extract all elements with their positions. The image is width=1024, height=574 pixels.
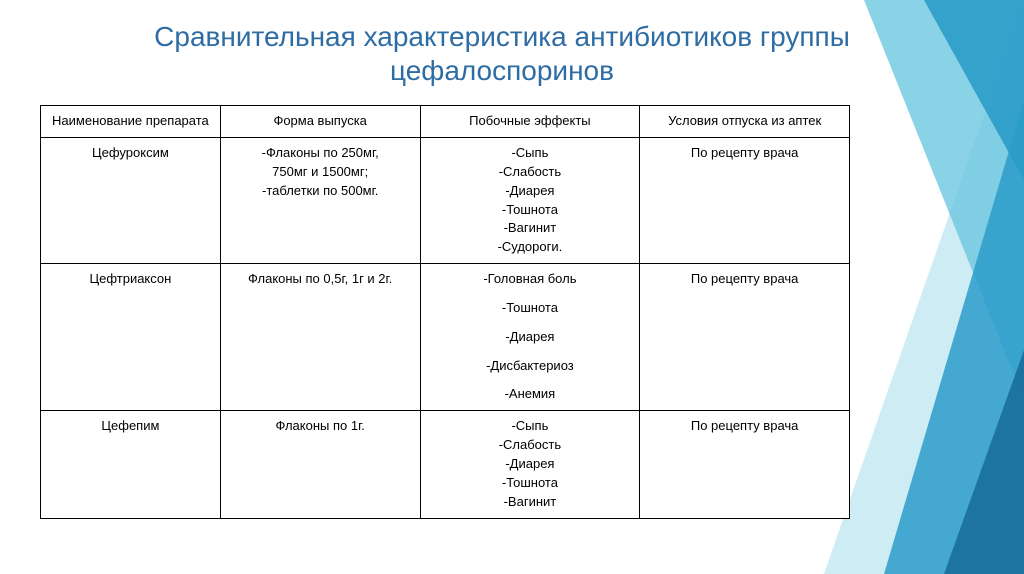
cell-conditions: По рецепту врача — [640, 138, 850, 264]
col-header-conditions: Условия отпуска из аптек — [640, 106, 850, 138]
table-header-row: Наименование препарата Форма выпуска Поб… — [41, 106, 850, 138]
col-header-form: Форма выпуска — [220, 106, 420, 138]
col-header-effects: Побочные эффекты — [420, 106, 640, 138]
cell-conditions: По рецепту врача — [640, 411, 850, 518]
cell-form: -Флаконы по 250мг,750мг и 1500мг;-таблет… — [220, 138, 420, 264]
cell-effects: -Головная боль-Тошнота-Диарея-Дисбактери… — [420, 264, 640, 411]
table-row: ЦефепимФлаконы по 1г.-Сыпь-Слабость-Диар… — [41, 411, 850, 518]
cell-name: Цефтриаксон — [41, 264, 221, 411]
comparison-table: Наименование препарата Форма выпуска Поб… — [40, 105, 850, 518]
cell-conditions: По рецепту врача — [640, 264, 850, 411]
cell-form: Флаконы по 1г. — [220, 411, 420, 518]
col-header-name: Наименование препарата — [41, 106, 221, 138]
table-row: ЦефтриаксонФлаконы по 0,5г, 1г и 2г.-Гол… — [41, 264, 850, 411]
page-title: Сравнительная характеристика антибиотико… — [40, 20, 964, 87]
cell-effects: -Сыпь-Слабость-Диарея-Тошнота-Вагинит-Су… — [420, 138, 640, 264]
cell-form: Флаконы по 0,5г, 1г и 2г. — [220, 264, 420, 411]
table-row: Цефуроксим-Флаконы по 250мг,750мг и 1500… — [41, 138, 850, 264]
cell-effects: -Сыпь-Слабость-Диарея-Тошнота-Вагинит — [420, 411, 640, 518]
cell-name: Цефепим — [41, 411, 221, 518]
table-body: Цефуроксим-Флаконы по 250мг,750мг и 1500… — [41, 138, 850, 519]
cell-name: Цефуроксим — [41, 138, 221, 264]
